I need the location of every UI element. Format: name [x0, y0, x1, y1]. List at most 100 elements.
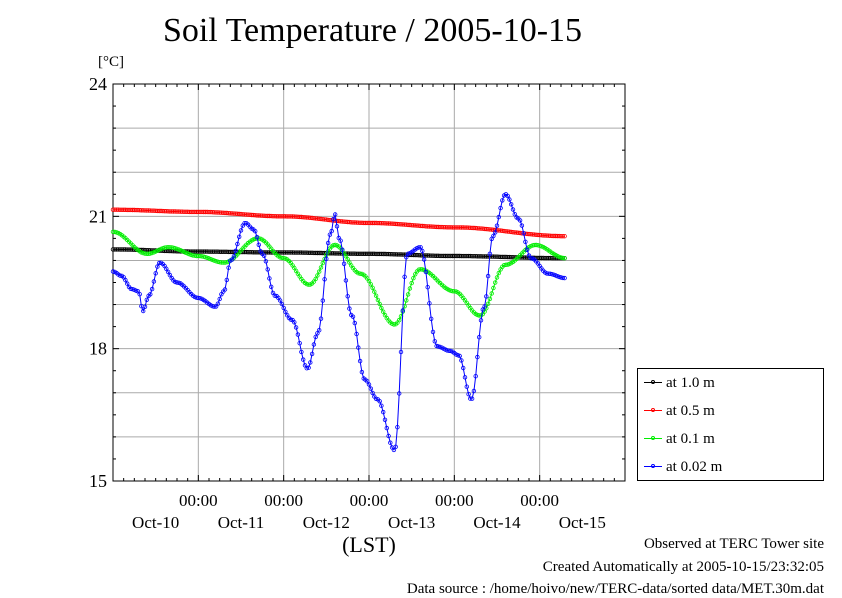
data-point [397, 317, 402, 323]
data-point [238, 228, 244, 233]
data-point [263, 259, 269, 264]
data-point [347, 306, 352, 311]
observed-note: Observed at TERC Tower site [643, 536, 824, 552]
data-point [252, 228, 258, 234]
data-point [480, 307, 485, 312]
data-point [293, 325, 299, 330]
data-point [277, 298, 283, 303]
data-point [318, 316, 324, 321]
data-point [124, 281, 130, 286]
data-point [381, 309, 386, 314]
data-point [324, 256, 329, 261]
data-point [341, 261, 347, 266]
data-point [315, 273, 320, 278]
data-point [402, 274, 407, 279]
data-point [519, 223, 525, 228]
data-point [373, 293, 379, 298]
data-point [233, 248, 238, 253]
data-point [487, 296, 493, 302]
data-point [313, 334, 318, 340]
data-point [235, 241, 240, 247]
data-point [507, 197, 512, 202]
data-point [469, 396, 475, 401]
data-point [331, 216, 336, 222]
data-point [386, 433, 391, 439]
data-point [261, 253, 267, 258]
data-point [295, 332, 301, 337]
data-point [487, 251, 493, 256]
data-point [327, 232, 333, 237]
data-point [393, 444, 398, 449]
data-point [123, 277, 128, 283]
data-point [400, 308, 405, 313]
data-point [468, 396, 473, 401]
data-point [254, 234, 260, 240]
data-point [370, 285, 375, 290]
data-point [560, 255, 565, 261]
data-point [494, 275, 500, 280]
data-point [404, 298, 409, 303]
data-point [425, 285, 430, 290]
data-point [381, 409, 386, 415]
data-point [398, 349, 404, 355]
data-point [485, 273, 491, 279]
data-point [405, 292, 411, 297]
x-axis-title: (LST) [342, 532, 396, 557]
data-point [229, 257, 235, 262]
data-point [306, 365, 311, 370]
series-at-0.1-m [110, 229, 567, 327]
y-tick-label: 24 [89, 74, 107, 94]
data-point [491, 233, 496, 239]
created-note: Created Automatically at 2005-10-15/23:3… [542, 559, 824, 575]
data-point [512, 211, 517, 217]
x-date-label: Oct-14 [473, 513, 521, 532]
y-axis-unit-label: [°C] [98, 54, 124, 70]
data-point [151, 279, 157, 284]
data-point [288, 317, 293, 322]
data-point [493, 230, 498, 235]
data-point [283, 309, 288, 314]
data-point [505, 193, 510, 199]
data-point [461, 365, 466, 371]
data-point [391, 447, 397, 453]
data-point [391, 322, 397, 327]
data-point [370, 390, 375, 396]
data-point [365, 379, 370, 384]
data-point [333, 242, 338, 248]
data-point [352, 320, 357, 326]
x-date-label: Oct-10 [132, 513, 179, 532]
data-point [297, 341, 302, 346]
data-point [379, 403, 384, 408]
data-point [517, 218, 523, 223]
data-point [388, 440, 393, 445]
chart-title: Soil Temperature / 2005-10-15 [162, 12, 583, 49]
series-at-0.02-m [110, 192, 567, 453]
data-point [489, 291, 494, 296]
data-point [384, 425, 389, 431]
data-point [222, 287, 228, 292]
data-point [345, 294, 350, 299]
data-point [500, 198, 505, 203]
x-time-label: 00:00 [179, 491, 218, 510]
data-point [496, 214, 501, 220]
data-point [466, 392, 471, 397]
data-point [299, 349, 304, 355]
data-point [510, 207, 516, 212]
data-point [416, 245, 421, 250]
data-point [423, 269, 429, 275]
data-point [320, 260, 325, 266]
data-point [478, 318, 484, 323]
data-point [375, 297, 381, 303]
data-point [427, 301, 432, 306]
data-point [334, 224, 340, 229]
data-point [212, 304, 217, 309]
data-point [418, 245, 423, 250]
data-point [137, 292, 142, 297]
data-point [457, 353, 462, 359]
data-point [343, 254, 349, 259]
data-point [395, 425, 400, 430]
data-point [491, 285, 496, 291]
data-point [421, 257, 427, 262]
data-point [464, 384, 469, 389]
data-point [153, 271, 158, 276]
